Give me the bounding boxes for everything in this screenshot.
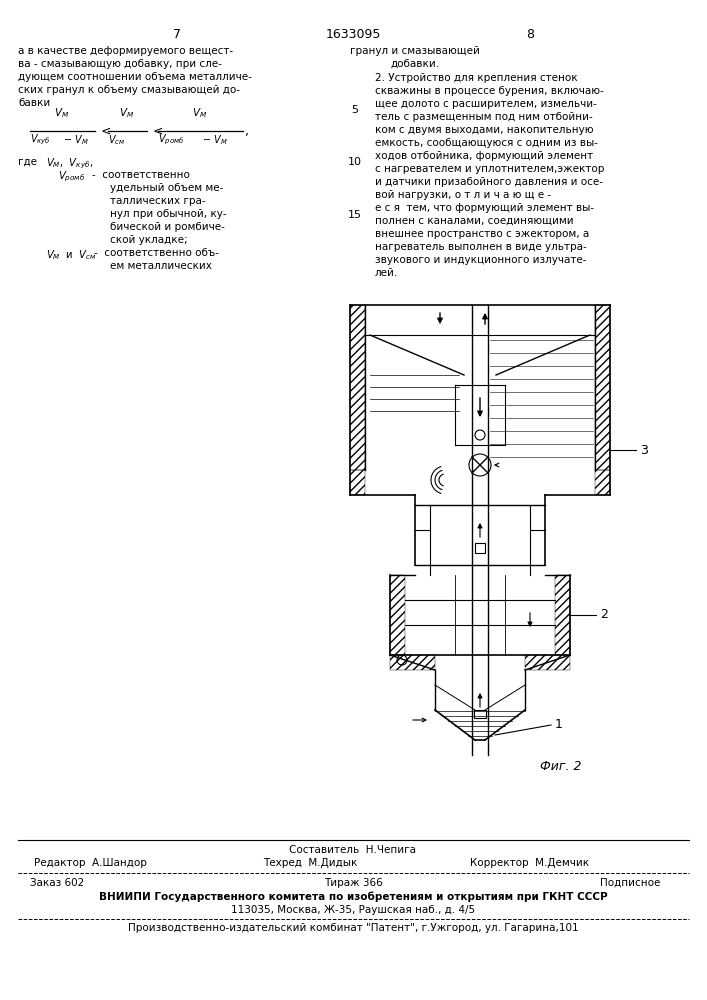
Bar [350,470,365,495]
Text: $-\ V_M$: $-\ V_M$ [63,133,88,147]
Text: ской укладке;: ской укладке; [110,235,187,245]
Text: ВНИИПИ Государственного комитета по изобретениям и открытиям при ГКНТ СССР: ВНИИПИ Государственного комитета по изоб… [99,892,607,902]
Bar [390,575,405,655]
Text: $V_{ромб}$: $V_{ромб}$ [58,170,86,184]
Text: удельный объем ме-: удельный объем ме- [110,183,223,193]
Text: нул при обычной, ку-: нул при обычной, ку- [110,209,227,219]
Text: ком с двумя выходами, накопительную: ком с двумя выходами, накопительную [375,125,593,135]
Text: щее долото с расширителем, измельчи-: щее долото с расширителем, измельчи- [375,99,597,109]
Text: Производственно-издательский комбинат "Патент", г.Ужгород, ул. Гагарина,101: Производственно-издательский комбинат "П… [128,923,578,933]
Text: 5: 5 [351,105,358,115]
Text: 8: 8 [526,28,534,41]
Text: ва - смазывающую добавку, при сле-: ва - смазывающую добавку, при сле- [18,59,222,69]
Bar [474,710,486,718]
Text: -  соответственно: - соответственно [92,170,190,180]
Text: 2. Устройство для крепления стенок: 2. Устройство для крепления стенок [375,73,578,83]
Bar [390,655,435,670]
Text: внешнее пространство с эжектором, а: внешнее пространство с эжектором, а [375,229,589,239]
Text: вой нагрузки, о т л и ч а ю щ е -: вой нагрузки, о т л и ч а ю щ е - [375,190,551,200]
Text: дующем соотношении объема металличе-: дующем соотношении объема металличе- [18,72,252,82]
Text: Корректор  М.Демчик: Корректор М.Демчик [470,858,590,868]
Text: 3: 3 [640,444,648,456]
Text: $<$: $<$ [150,124,163,137]
Text: где: где [18,157,37,167]
Text: 15: 15 [348,210,362,220]
Text: Редактор  А.Шандор: Редактор А.Шандор [33,858,146,868]
Text: лей.: лей. [375,268,398,278]
Text: гранул и смазывающей: гранул и смазывающей [350,46,480,56]
Text: $-\ V_M$: $-\ V_M$ [202,133,228,147]
Text: полнен с каналами, соединяющими: полнен с каналами, соединяющими [375,216,573,226]
Text: $V_M$,  $V_{куб}$,: $V_M$, $V_{куб}$, [46,157,93,171]
Text: добавки.: добавки. [390,59,440,69]
Text: с нагревателем и уплотнителем,эжектор: с нагревателем и уплотнителем,эжектор [375,164,604,174]
Bar [525,655,570,670]
Text: Фиг. 2: Фиг. 2 [540,760,581,773]
Text: $V_M$: $V_M$ [54,106,69,120]
Text: Заказ 602: Заказ 602 [30,878,84,888]
Text: бической и ромбиче-: бической и ромбиче- [110,222,225,232]
Text: $V_M$: $V_M$ [192,106,208,120]
Bar [350,305,365,470]
Text: Составитель  Н.Чепига: Составитель Н.Чепига [289,845,416,855]
Text: ем металлических: ем металлических [110,261,212,271]
Text: 1633095: 1633095 [325,28,380,41]
Bar [595,305,610,470]
Text: ских гранул к объему смазывающей до-: ских гранул к объему смазывающей до- [18,85,240,95]
Text: е с я  тем, что формующий элемент вы-: е с я тем, что формующий элемент вы- [375,203,594,213]
Text: ,: , [245,124,249,137]
Text: $V_M$: $V_M$ [119,106,134,120]
Text: звукового и индукционного излучате-: звукового и индукционного излучате- [375,255,587,265]
Text: а в качестве деформируемого вещест-: а в качестве деформируемого вещест- [18,46,233,56]
Text: $V_{ромб}$: $V_{ромб}$ [158,133,185,147]
Text: емкость, сообщающуюся с одним из вы-: емкость, сообщающуюся с одним из вы- [375,138,598,148]
Text: $V_{см}$: $V_{см}$ [108,133,125,147]
Text: $V_{куб}$: $V_{куб}$ [30,133,51,147]
Text: 1: 1 [555,718,563,732]
Text: 10: 10 [348,157,362,167]
Bar [475,543,485,553]
Text: скважины в процессе бурения, включаю-: скважины в процессе бурения, включаю- [375,86,604,96]
Text: 113035, Москва, Ж-35, Раушская наб., д. 4/5: 113035, Москва, Ж-35, Раушская наб., д. … [231,905,475,915]
Text: и датчики призабойного давления и осе-: и датчики призабойного давления и осе- [375,177,603,187]
Text: Техред  М.Дидык: Техред М.Дидык [263,858,357,868]
Text: бавки: бавки [18,98,50,108]
Text: ходов отбойника, формующий элемент: ходов отбойника, формующий элемент [375,151,593,161]
Text: Тираж 366: Тираж 366 [324,878,382,888]
Text: -  соответственно объ-: - соответственно объ- [94,248,219,258]
Text: тель с размещенным под ним отбойни-: тель с размещенным под ним отбойни- [375,112,592,122]
Text: $<$: $<$ [98,124,112,137]
Bar [595,470,610,495]
Text: 2: 2 [600,608,608,621]
Text: 7: 7 [173,28,181,41]
Bar [555,575,570,655]
Text: нагреватель выполнен в виде ультра-: нагреватель выполнен в виде ультра- [375,242,587,252]
Text: $V_M$  и  $V_{см}$: $V_M$ и $V_{см}$ [46,248,97,262]
Text: Подписное: Подписное [600,878,660,888]
Text: таллических гра-: таллических гра- [110,196,206,206]
